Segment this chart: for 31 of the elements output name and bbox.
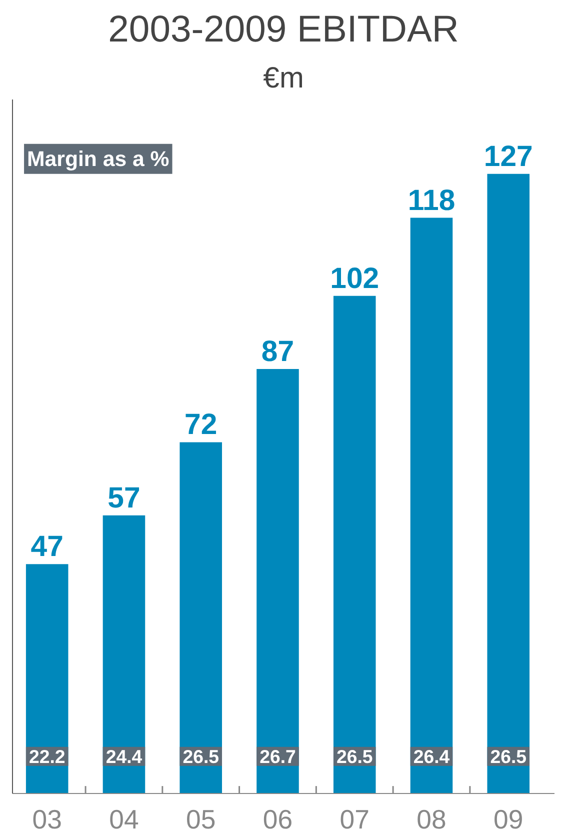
bar bbox=[26, 564, 68, 794]
data-label: 118 bbox=[408, 184, 456, 217]
bar bbox=[256, 369, 299, 794]
x-tick-label: 05 bbox=[186, 804, 216, 831]
bar bbox=[102, 515, 146, 794]
annotation: 26.5 bbox=[490, 746, 527, 767]
x-tick-label: 07 bbox=[340, 804, 370, 831]
text: Margin as a % bbox=[27, 146, 170, 171]
data-label: 57 bbox=[108, 481, 140, 514]
x-tick-label: 06 bbox=[262, 804, 293, 831]
bar bbox=[180, 442, 222, 794]
x-tick-label: 09 bbox=[494, 804, 524, 831]
annotation: 24.4 bbox=[106, 746, 143, 767]
bar bbox=[333, 296, 376, 794]
annotation: 26.4 bbox=[413, 746, 450, 767]
bar bbox=[487, 174, 530, 794]
x-tick-label: 04 bbox=[109, 804, 139, 831]
annotation: 26.7 bbox=[260, 746, 296, 767]
data-label: 127 bbox=[484, 140, 533, 173]
annotation: 26.5 bbox=[336, 746, 373, 767]
annotation: 26.5 bbox=[182, 746, 220, 767]
data-label: 72 bbox=[184, 408, 218, 442]
data-label: 47 bbox=[30, 530, 64, 564]
chart-subtitle: €m bbox=[263, 62, 304, 94]
x-tick-label: 08 bbox=[416, 804, 446, 831]
data-label: 87 bbox=[261, 335, 294, 368]
x-tick-label: 03 bbox=[32, 804, 62, 831]
annotation: 22.2 bbox=[28, 746, 66, 767]
data-label: 102 bbox=[330, 262, 380, 295]
chart-title: 2003-2009 EBITDAR bbox=[108, 8, 459, 50]
bar bbox=[410, 218, 453, 794]
